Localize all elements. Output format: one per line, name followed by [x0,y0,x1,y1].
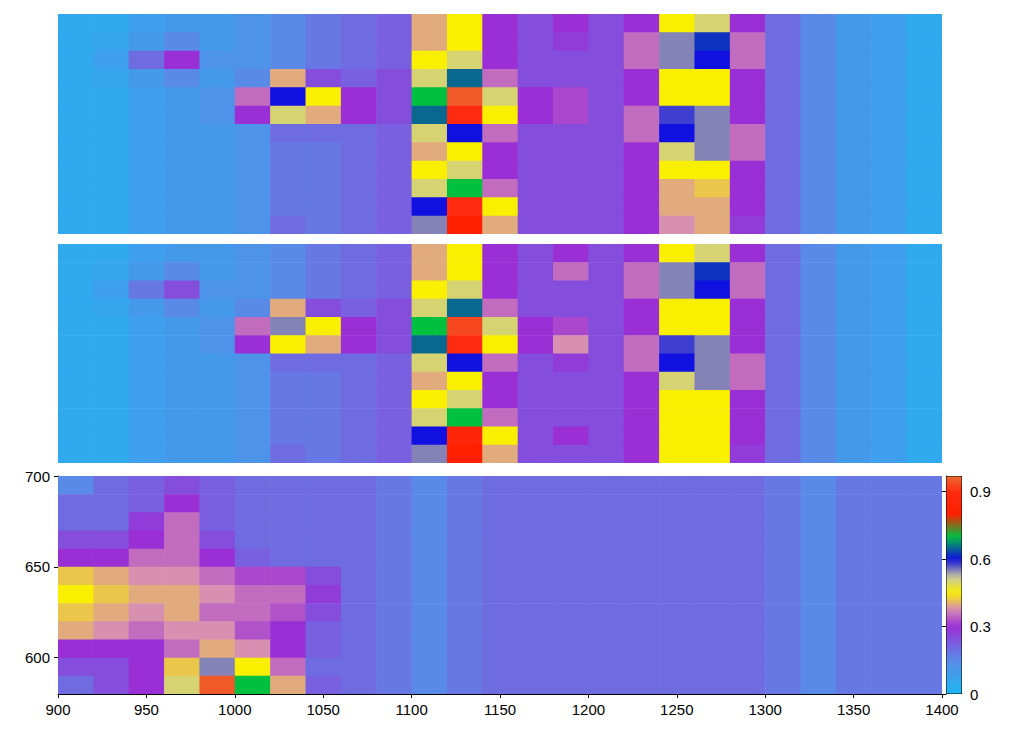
svg-text:1250: 1250 [660,701,693,718]
svg-text:0.6: 0.6 [970,551,991,568]
svg-text:1100: 1100 [395,701,427,718]
svg-text:1150: 1150 [484,701,516,718]
svg-text:1200: 1200 [572,701,605,718]
svg-text:0: 0 [970,686,978,703]
svg-text:1400: 1400 [925,701,958,718]
svg-text:1000: 1000 [218,701,251,718]
svg-text:950: 950 [134,701,159,718]
svg-text:700: 700 [25,468,50,485]
svg-text:1300: 1300 [749,701,782,718]
svg-text:900: 900 [45,701,70,718]
svg-text:1050: 1050 [307,701,340,718]
svg-text:1350: 1350 [837,701,870,718]
svg-text:0.3: 0.3 [970,618,991,635]
svg-text:600: 600 [25,649,50,666]
svg-text:0.9: 0.9 [970,483,991,500]
svg-text:650: 650 [25,558,50,575]
